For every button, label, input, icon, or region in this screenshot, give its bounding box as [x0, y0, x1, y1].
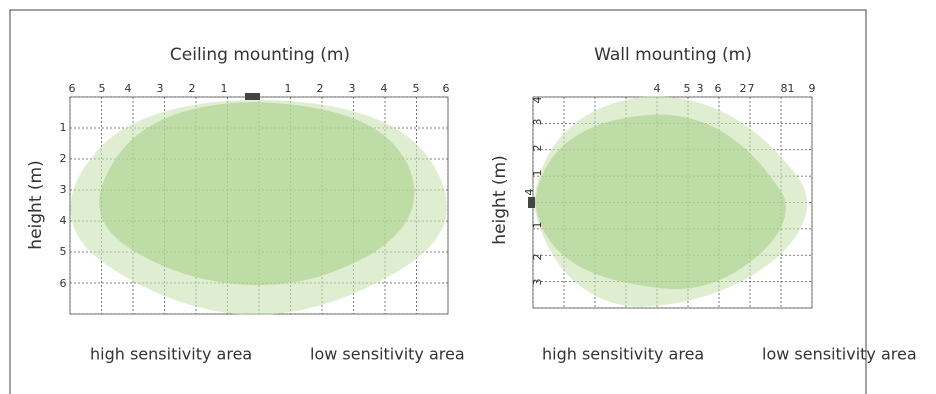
tick: 6 — [69, 82, 76, 95]
tick: 3 — [697, 82, 704, 95]
tick: 5 — [684, 82, 691, 95]
frame — [9, 9, 867, 394]
legend: high sensitivity area — [542, 345, 704, 364]
tick: 6 — [60, 277, 67, 290]
tick: 5 — [413, 82, 420, 95]
tick: 4 — [531, 97, 544, 104]
legend: low sensitivity area — [762, 345, 917, 364]
wall-side-ticks: 4 3 2 1 4 1 2 3 — [523, 97, 544, 286]
tick: 4 — [523, 189, 536, 196]
tick: 1 — [531, 222, 544, 229]
tick: 6 — [715, 82, 722, 95]
tick: 2 — [317, 82, 324, 95]
tick: 7 — [748, 82, 755, 95]
tick: 2 — [740, 82, 747, 95]
tick: 2 — [189, 82, 196, 95]
tick: 1 — [788, 82, 795, 95]
tick: 1 — [285, 82, 292, 95]
high-area — [99, 102, 415, 285]
tick: 4 — [60, 214, 67, 227]
tick: 3 — [60, 183, 67, 196]
sensor — [528, 197, 535, 208]
tick: 1 — [221, 82, 228, 95]
title: Wall mounting (m) — [594, 45, 752, 65]
tick: 9 — [809, 82, 816, 95]
tick: 3 — [157, 82, 164, 95]
ceiling-side-ticks: 1 2 3 4 5 6 — [60, 121, 67, 290]
tick: 1 — [60, 121, 67, 134]
tick: 8 — [781, 82, 788, 95]
y-label: height (m) — [490, 155, 510, 244]
tick: 4 — [654, 82, 661, 95]
y-label: height (m) — [26, 160, 46, 249]
tick: 2 — [531, 145, 544, 152]
sensor — [245, 93, 260, 100]
tick: 3 — [531, 119, 544, 126]
ceiling-top-ticks: 6 5 4 3 2 1 1 2 3 4 5 6 — [69, 82, 450, 95]
tick: 2 — [60, 152, 67, 165]
title: Ceiling mounting (m) — [170, 45, 350, 65]
tick: 4 — [125, 82, 132, 95]
tick: 6 — [443, 82, 450, 95]
tick: 3 — [531, 279, 544, 286]
wall-top-ticks: 4 5 3 6 2 7 8 1 9 — [654, 82, 816, 95]
legend: low sensitivity area — [310, 345, 465, 364]
tick: 5 — [60, 245, 67, 258]
high-area — [535, 114, 786, 290]
tick: 5 — [99, 82, 106, 95]
tick: 4 — [381, 82, 388, 95]
tick: 2 — [531, 254, 544, 261]
tick: 3 — [349, 82, 356, 95]
legend: high sensitivity area — [90, 345, 252, 364]
tick: 1 — [531, 170, 544, 177]
